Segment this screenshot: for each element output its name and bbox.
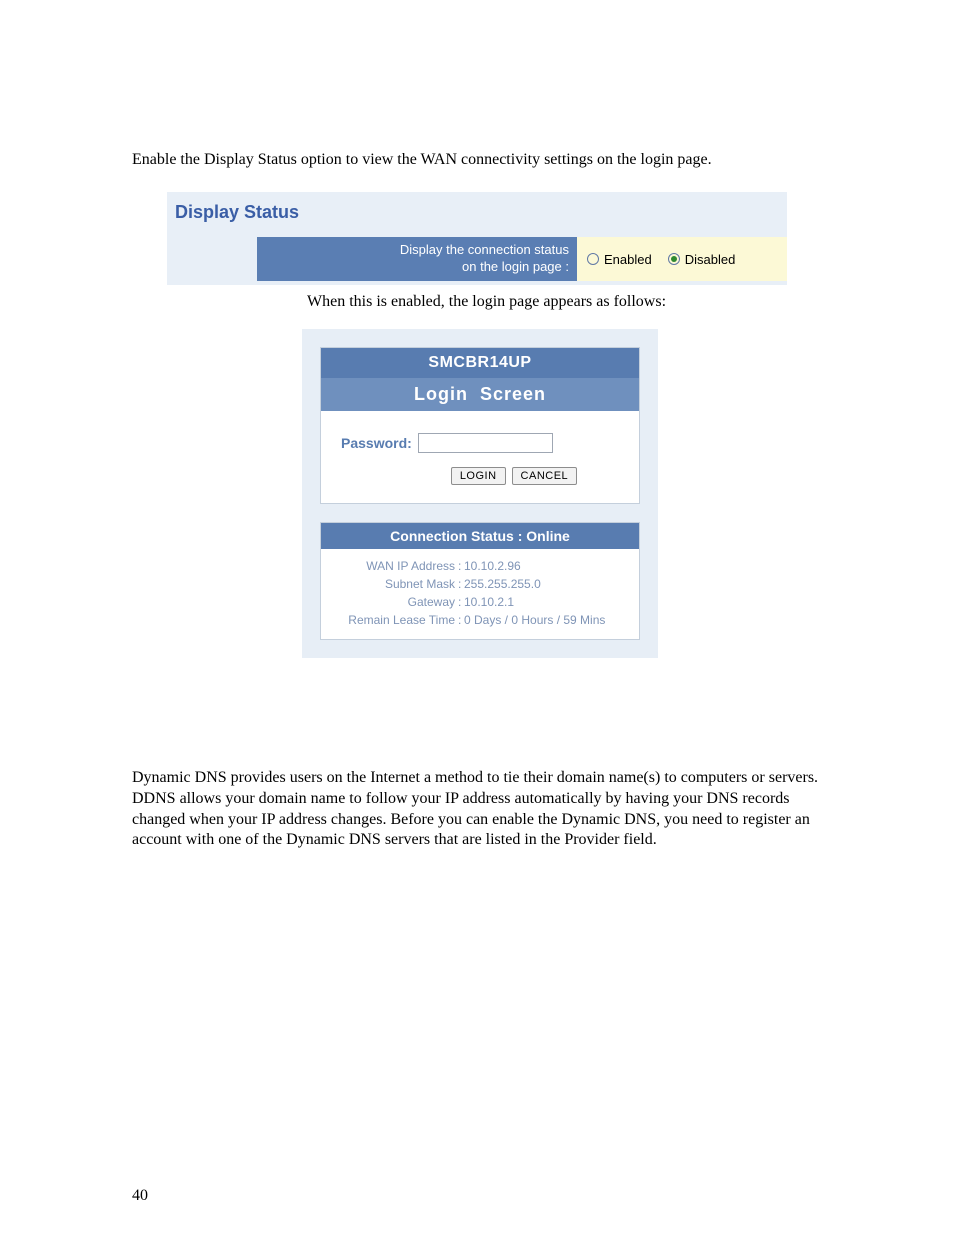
connection-status-body: WAN IP Address : 10.10.2.96 Subnet Mask … <box>321 549 639 639</box>
login-card: SMCBR14UP Login Screen Password: LOGIN C… <box>320 347 640 504</box>
spacer <box>167 237 257 281</box>
caption-text: When this is enabled, the login page app… <box>307 293 839 311</box>
display-status-value-cell: Enabled Disabled <box>577 237 787 281</box>
connection-status-header: Connection Status : Online <box>321 523 639 549</box>
display-status-row: Display the connection status on the log… <box>167 237 787 285</box>
login-button-row: LOGIN CANCEL <box>341 467 619 485</box>
password-input[interactable] <box>418 433 553 453</box>
display-status-title: Display Status <box>167 192 787 237</box>
cancel-button[interactable]: CANCEL <box>512 467 578 485</box>
connection-status-value: Online <box>526 528 570 544</box>
display-status-label-line1: Display the connection status <box>400 242 569 259</box>
radio-enabled-icon <box>587 253 599 265</box>
enabled-radio-group[interactable]: Enabled <box>587 252 652 267</box>
status-key: Remain Lease Time <box>331 611 458 629</box>
status-val: 10.10.2.96 <box>464 557 629 575</box>
radio-disabled-icon <box>668 253 680 265</box>
status-row-gateway: Gateway : 10.10.2.1 <box>331 593 629 611</box>
intro-paragraph: Enable the Display Status option to view… <box>132 150 839 170</box>
status-key: WAN IP Address <box>331 557 458 575</box>
status-val: 255.255.255.0 <box>464 575 629 593</box>
status-val: 10.10.2.1 <box>464 593 629 611</box>
login-screenshot: SMCBR14UP Login Screen Password: LOGIN C… <box>302 329 658 658</box>
page-number: 40 <box>132 1187 148 1205</box>
status-row-subnet: Subnet Mask : 255.255.255.0 <box>331 575 629 593</box>
connection-status-card: Connection Status : Online WAN IP Addres… <box>320 522 640 640</box>
connection-status-prefix: Connection Status : <box>390 528 526 544</box>
status-val: 0 Days / 0 Hours / 59 Mins <box>464 611 629 629</box>
status-key: Subnet Mask <box>331 575 458 593</box>
enabled-label: Enabled <box>604 252 652 267</box>
disabled-radio-group[interactable]: Disabled <box>668 252 736 267</box>
ddns-paragraph: Dynamic DNS provides users on the Intern… <box>132 768 839 851</box>
display-status-label-cell: Display the connection status on the log… <box>257 237 577 281</box>
status-row-lease: Remain Lease Time : 0 Days / 0 Hours / 5… <box>331 611 629 629</box>
status-key: Gateway <box>331 593 458 611</box>
login-button[interactable]: LOGIN <box>451 467 506 485</box>
disabled-label: Disabled <box>685 252 736 267</box>
login-screen-title: Login Screen <box>321 378 639 411</box>
status-row-wan: WAN IP Address : 10.10.2.96 <box>331 557 629 575</box>
device-name-header: SMCBR14UP <box>321 348 639 378</box>
password-row: Password: <box>341 433 619 453</box>
display-status-label-line2: on the login page : <box>462 259 569 276</box>
login-body: Password: LOGIN CANCEL <box>321 411 639 503</box>
password-label: Password: <box>341 435 412 451</box>
display-status-panel: Display Status Display the connection st… <box>167 192 787 285</box>
